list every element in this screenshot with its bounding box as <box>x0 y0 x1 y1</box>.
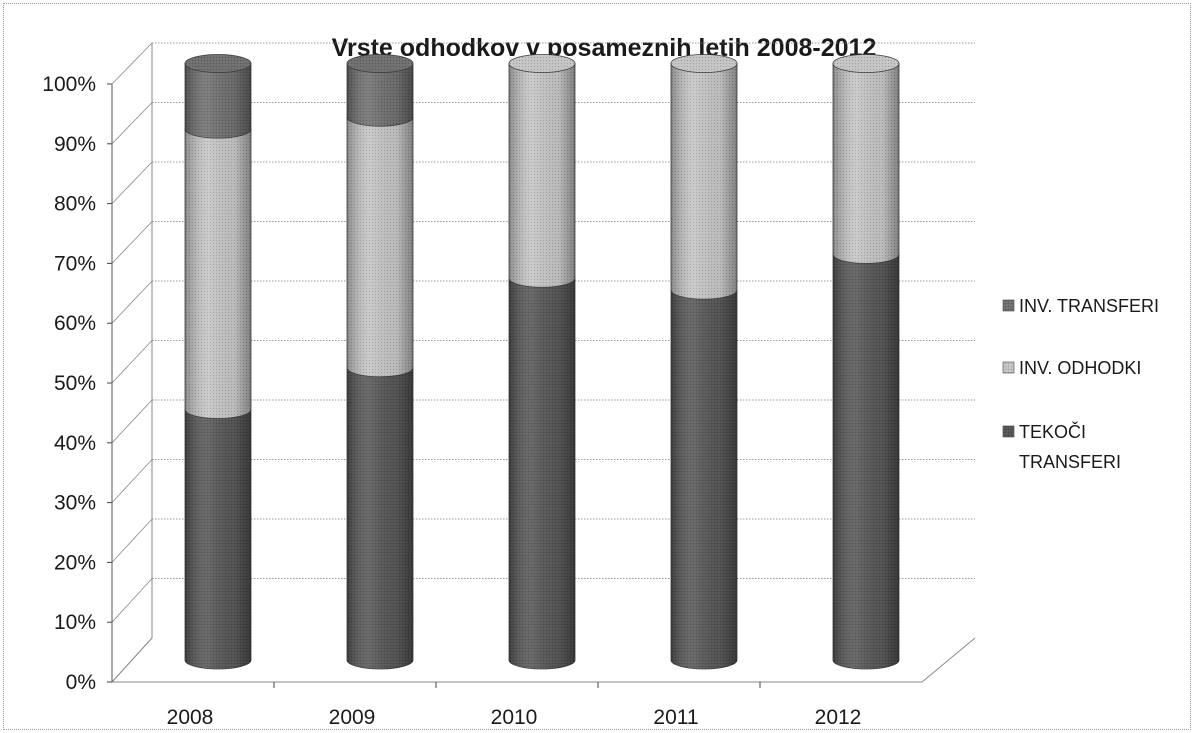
legend: INV. TRANSFERI INV. ODHODKI TEKOČI TRANSFER… <box>1002 296 1159 472</box>
gridline-side <box>111 578 153 623</box>
legend-item: TEKOČI TRANSFERI <box>1002 421 1121 472</box>
bar-cap <box>346 54 414 73</box>
gridline-side <box>111 161 153 204</box>
gridline-side <box>111 102 153 145</box>
bar-segment <box>670 289 738 670</box>
legend-label: TRANSFERI <box>1019 452 1121 472</box>
bar-segment <box>346 63 414 127</box>
bar-segment <box>670 63 738 300</box>
legend-label: INV. TRANSFERI <box>1019 296 1159 316</box>
y-tick-label: 30% <box>54 492 96 515</box>
bar-segment <box>346 367 414 670</box>
bar-segment <box>832 63 900 264</box>
y-tick-label: 10% <box>54 611 96 634</box>
legend-item: INV. TRANSFERI <box>1002 296 1159 316</box>
bar-segment <box>184 409 252 670</box>
gridline-side <box>111 280 153 324</box>
y-tick-label: 50% <box>54 372 96 395</box>
x-tick-label: 2010 <box>491 706 538 729</box>
back-wall-edge <box>111 43 153 683</box>
bar-segment <box>832 253 900 670</box>
chart-title: Vrste odhodkov v posameznih letih 2008-2… <box>332 34 877 62</box>
y-tick-label: 80% <box>54 193 96 216</box>
legend-label: INV. ODHODKI <box>1019 358 1141 378</box>
bar-cap <box>184 54 252 73</box>
gridline-side <box>111 518 153 563</box>
x-tick-label: 2012 <box>815 706 862 729</box>
x-tick-label: 2008 <box>167 706 214 729</box>
x-tick-label: 2011 <box>653 706 698 729</box>
y-tick-label: 70% <box>54 252 96 275</box>
gridline-side <box>111 637 153 683</box>
bar-segment <box>184 128 252 419</box>
bar-segment <box>508 277 576 670</box>
bar-cap <box>832 54 900 73</box>
gridline-side <box>111 340 153 384</box>
legend-label: TEKOČI <box>1019 421 1086 442</box>
gridline-side <box>111 42 153 85</box>
floor-edge <box>112 637 976 683</box>
y-tick-label: 60% <box>54 312 96 335</box>
gridline-side <box>111 221 153 264</box>
y-tick-label: 20% <box>54 551 96 574</box>
bar-cap <box>670 54 738 73</box>
legend-item: INV. ODHODKI <box>1002 358 1141 378</box>
y-tick-label: 100% <box>42 73 96 96</box>
x-tick-label: 2009 <box>329 706 376 729</box>
bar-segment <box>346 116 414 378</box>
bar-segment <box>184 63 252 139</box>
bar-cap <box>508 54 576 73</box>
axes: 0% 10% 20% 30% 40% 50% 60% 70% 80% 90% 100% 2008 200… <box>42 73 861 729</box>
y-tick-label: 0% <box>66 671 96 694</box>
bars <box>184 54 900 670</box>
bar-segment <box>508 63 576 288</box>
y-tick-label: 90% <box>54 133 96 156</box>
gridline-side <box>111 399 153 444</box>
gridline-side <box>111 459 153 503</box>
y-tick-label: 40% <box>54 432 96 455</box>
